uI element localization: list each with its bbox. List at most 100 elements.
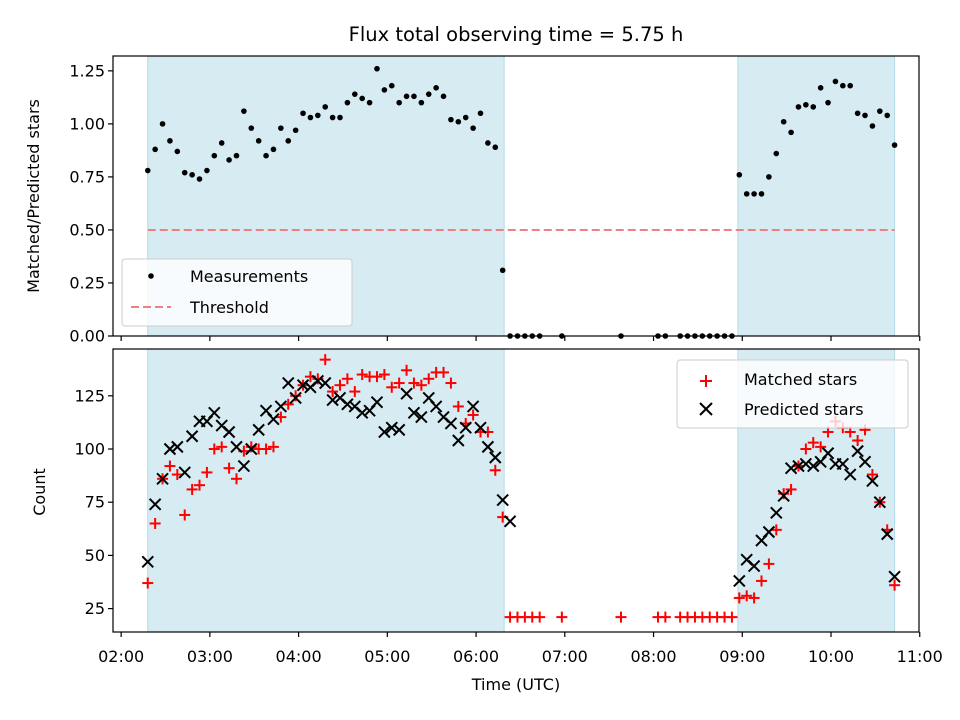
measurement-point <box>477 110 484 117</box>
matched-star-point <box>489 464 501 476</box>
matched-star-point <box>378 369 390 381</box>
measurement-point <box>825 99 831 106</box>
measurement-point <box>492 144 499 151</box>
matched-star-point <box>408 377 420 389</box>
matched-star-point <box>889 579 901 591</box>
predicted-star-point <box>747 559 761 573</box>
measurement-point <box>499 267 506 274</box>
matched-star-point <box>852 434 864 446</box>
measurement-point <box>485 140 491 146</box>
measurement-point <box>233 152 240 159</box>
predicted-star-point <box>163 442 177 456</box>
y-tick-label: 125 <box>74 386 105 405</box>
matched-star-point <box>327 386 339 398</box>
measurement-point <box>462 114 469 121</box>
measurement-point <box>425 91 432 97</box>
bottom-legend: Matched stars Predicted stars <box>676 359 909 429</box>
predicted-star-point <box>208 406 221 420</box>
measurement-point <box>248 125 255 131</box>
measurement-point <box>329 114 336 121</box>
matched-star-point <box>194 479 206 491</box>
predicted-stars-points <box>141 374 901 588</box>
predicted-star-point <box>400 387 413 400</box>
predicted-star-point <box>496 493 509 507</box>
matched-star-point <box>216 441 228 453</box>
predicted-star-point <box>148 498 162 511</box>
measurement-point <box>366 99 373 106</box>
matched-star-point <box>423 373 435 385</box>
measurement-point <box>167 138 173 144</box>
matched-star-point <box>733 592 745 604</box>
predicted-star-point <box>407 406 421 420</box>
measurement-point <box>780 118 787 125</box>
matched-star-point <box>356 369 368 381</box>
measurement-point <box>751 191 757 197</box>
shaded-interval <box>147 348 505 633</box>
matched-star-point <box>778 488 790 500</box>
matched-star-point <box>415 379 427 391</box>
measurement-point <box>196 176 203 182</box>
matched-star-point <box>290 390 302 402</box>
predicted-star-point <box>274 400 288 413</box>
predicted-star-point <box>185 430 199 443</box>
predicted-star-point <box>378 425 391 439</box>
x-tick-label: 11:00 <box>897 647 943 666</box>
bottom-panel: 25 50 75 100 125 02:00 03:00 04:00 05:00 06:00 07… <box>30 348 943 694</box>
legend-predicted-marker <box>699 402 713 416</box>
measurement-point <box>270 146 277 153</box>
measurement-point <box>766 174 772 180</box>
matched-star-point <box>763 558 775 570</box>
y-tick-label: 25 <box>85 599 105 618</box>
measurement-point <box>810 104 817 110</box>
x-tick-label: 06:00 <box>453 647 499 666</box>
predicted-star-point <box>733 574 746 588</box>
measurement-point <box>189 171 195 178</box>
top-legend-box <box>121 258 353 327</box>
matched-star-point <box>467 409 479 421</box>
measurement-point <box>300 110 306 117</box>
legend-measurements-label: Measurements <box>190 267 308 286</box>
chart-title: Flux total observing time = 5.75 h <box>349 23 684 46</box>
x-tick-label: 07:00 <box>542 647 588 666</box>
matched-star-point <box>807 437 819 449</box>
bottom-plot-frame <box>112 348 920 633</box>
legend-threshold-label: Threshold <box>189 298 269 317</box>
measurement-point <box>847 82 854 89</box>
predicted-star-point <box>888 570 901 583</box>
matched-star-point <box>260 443 272 455</box>
predicted-star-point <box>282 376 295 390</box>
measurement-point <box>736 171 743 178</box>
y-tick-label: 1.00 <box>69 114 105 133</box>
matched-star-point <box>770 524 782 536</box>
shaded-interval <box>737 55 896 337</box>
predicted-star-point <box>370 395 384 409</box>
x-tick-label: 05:00 <box>364 647 410 666</box>
y-tick-label: 100 <box>74 440 105 459</box>
matched-star-point <box>186 483 198 495</box>
measurement-point <box>411 93 417 100</box>
bottom-y-axis-label: Count <box>30 468 49 516</box>
measurement-point <box>403 93 410 100</box>
x-axis-label: Time (UTC) <box>471 675 560 694</box>
predicted-star-point <box>777 489 790 503</box>
measurement-points <box>144 65 898 339</box>
measurement-point <box>433 85 439 91</box>
matched-star-point <box>534 611 546 623</box>
predicted-star-point <box>222 425 236 439</box>
y-tick-label: 0.00 <box>69 327 105 346</box>
bottom-y-ticks: 25 50 75 100 125 <box>74 386 113 618</box>
predicted-star-point <box>836 457 850 471</box>
bottom-legend-box <box>676 359 909 429</box>
legend-matched-marker <box>700 375 712 387</box>
predicted-star-point <box>429 400 443 413</box>
measurement-point <box>374 65 380 72</box>
matched-star-point <box>179 509 191 521</box>
matched-star-point <box>334 379 346 391</box>
matched-star-point <box>164 460 176 472</box>
predicted-star-point <box>762 525 776 539</box>
predicted-star-point <box>821 447 835 460</box>
matched-star-point <box>741 590 753 602</box>
predicted-star-point <box>784 461 798 475</box>
predicted-star-point <box>385 421 398 434</box>
predicted-star-point <box>770 506 783 520</box>
